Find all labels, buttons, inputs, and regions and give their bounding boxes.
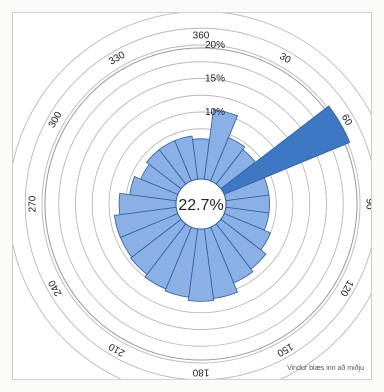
- calm-center-disc: [175, 178, 227, 230]
- direction-label-90: 90: [363, 198, 371, 210]
- sector-group: [113, 105, 351, 302]
- ring-2: [91, 94, 311, 314]
- ring-5: [41, 44, 361, 364]
- wind-rose-chart: 10%15%20% 360306090120150180210240270300…: [8, 11, 384, 392]
- chart-footnote: Vindur blæs inn að miðju: [287, 364, 364, 372]
- ring-3: [75, 78, 327, 330]
- direction-label-60: 60: [339, 113, 354, 129]
- ring-label-group: 10% 15% 20%: [205, 40, 225, 118]
- direction-label-360: 360: [193, 31, 210, 42]
- outer-circle: [44, 47, 358, 361]
- ring-label-20: 20%: [205, 40, 225, 51]
- direction-label-30: 30: [277, 51, 293, 66]
- direction-label-180: 180: [192, 366, 209, 377]
- chart-panel: 10% 15% 20% 360 30 60 90 120 150 180 210 240 270 300…: [8, 11, 384, 392]
- ring-4: [58, 61, 344, 347]
- direction-label-270: 270: [28, 195, 39, 212]
- ring-label-10: 10%: [205, 107, 225, 118]
- ring-label-15: 15%: [205, 74, 225, 85]
- calm-percent-label: 22.7%: [178, 197, 223, 214]
